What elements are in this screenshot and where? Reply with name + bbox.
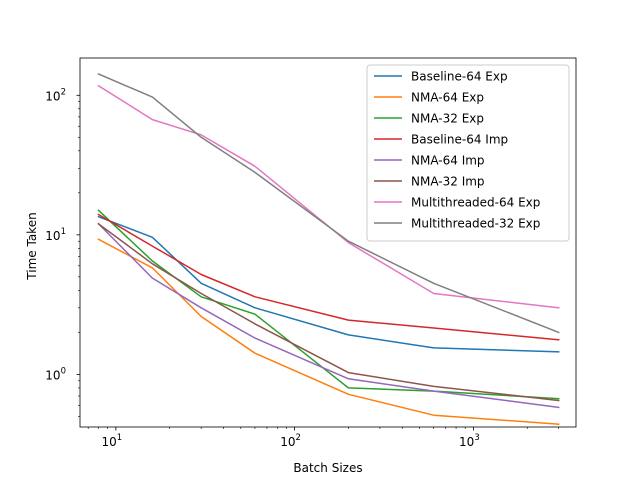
series-line-3 (97, 213, 560, 341)
legend-label-4: NMA-64 Imp (411, 154, 485, 168)
legend-label-1: NMA-64 Exp (411, 91, 484, 105)
series-line-0 (97, 215, 560, 353)
legend: Baseline-64 Exp NMA-64 Exp NMA-32 Exp Basel… (366, 64, 570, 242)
series-line-4 (97, 222, 560, 409)
legend-label-7: Multithreaded-32 Exp (411, 217, 540, 231)
axes-frame (79, 57, 577, 428)
series-line-5 (97, 222, 560, 402)
legend-label-3: Baseline-64 Imp (411, 133, 508, 147)
series-line-7 (97, 73, 560, 334)
legend-box (366, 64, 570, 242)
legend-label-6: Multithreaded-64 Exp (411, 196, 540, 210)
legend-label-5: NMA-32 Imp (411, 175, 485, 189)
plot-area-frame (79, 57, 577, 428)
legend-label-0: Baseline-64 Exp (411, 70, 508, 84)
series-line-6 (97, 84, 560, 309)
legend-label-2: NMA-32 Exp (411, 112, 484, 126)
plot-lines (97, 73, 560, 426)
y-axis-label: Time Taken (25, 212, 39, 280)
x-axis-label: Batch Sizes (293, 461, 362, 475)
series-line-1 (97, 238, 560, 426)
